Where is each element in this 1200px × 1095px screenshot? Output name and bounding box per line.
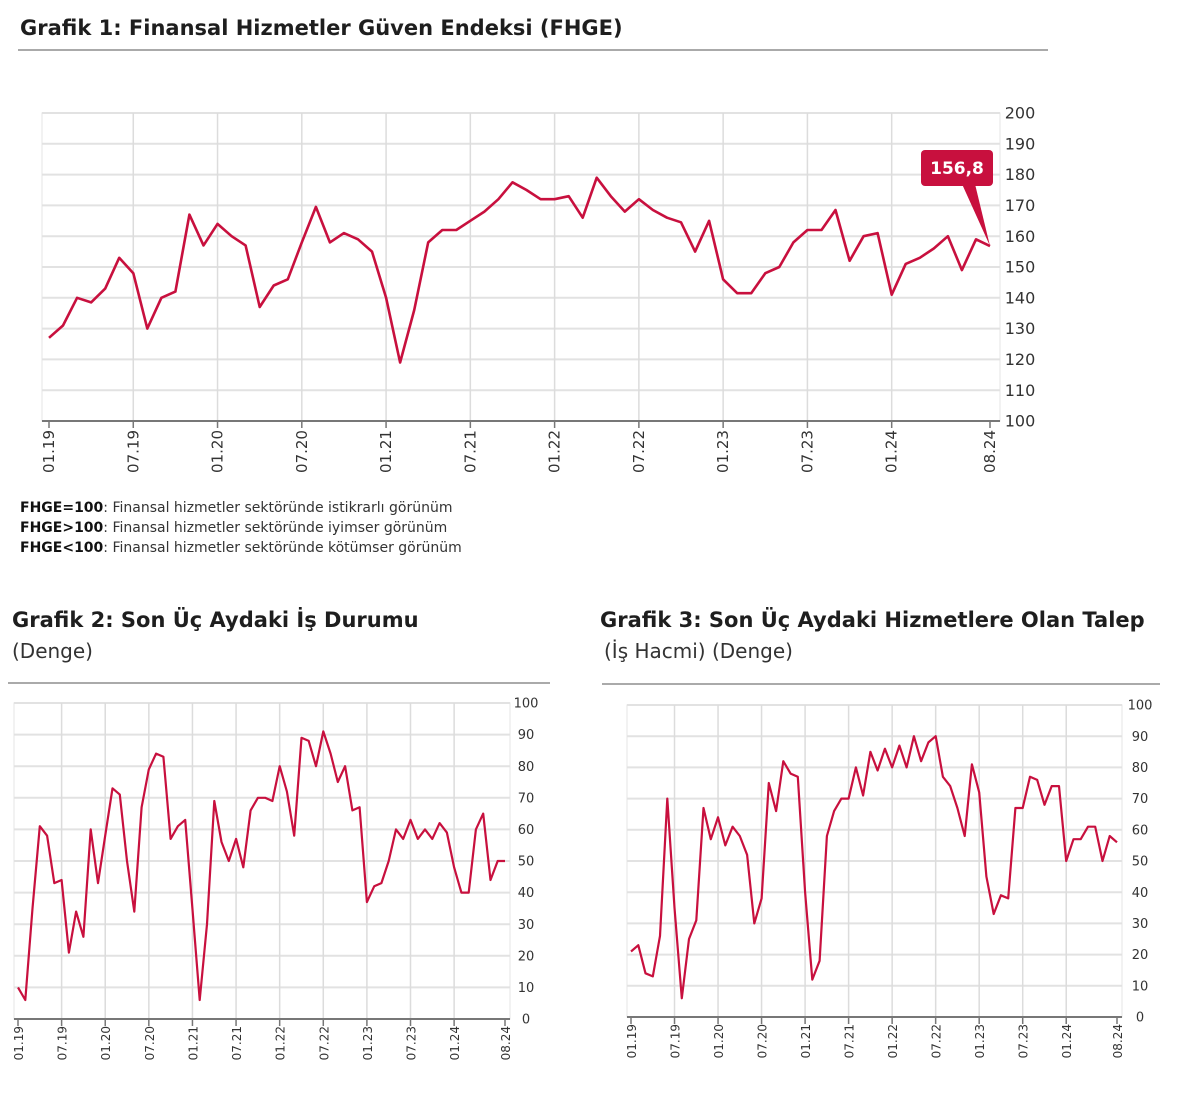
x-tick-label: 01.22: [546, 430, 564, 473]
y-tick-label: 90: [1132, 730, 1149, 745]
chart3-subtitle: (İş Hacmi) (Denge): [604, 639, 793, 663]
callout-value: 156,8: [930, 159, 984, 179]
y-tick-label: 40: [1132, 886, 1149, 901]
y-tick-label: 110: [1005, 381, 1036, 400]
x-tick-label: 01.19: [625, 1024, 639, 1058]
x-tick-label: 01.21: [186, 1026, 200, 1060]
chart3-title-rule: [602, 683, 1160, 685]
x-tick-label: 01.22: [886, 1024, 900, 1058]
x-tick-label: 07.20: [756, 1024, 770, 1058]
series-line: [630, 735, 1118, 1000]
y-tick-label: 100: [514, 697, 539, 712]
x-tick-label: 07.23: [405, 1026, 419, 1060]
x-tick-label: 01.23: [973, 1024, 987, 1058]
chart1-title-rule: [18, 49, 1048, 51]
series-line: [17, 730, 505, 1002]
x-tick-label: 01.23: [361, 1026, 375, 1060]
y-tick-label: 10: [1132, 979, 1149, 994]
y-tick-label: 10: [518, 981, 535, 996]
y-tick-label: 70: [1132, 792, 1149, 807]
y-tick-label: 80: [518, 760, 535, 775]
x-tick-label: 07.19: [669, 1024, 683, 1058]
chart-2: 0 10 20 30 40 50 60 70 80 90 100 01.19 07.19 01.20 07.…: [12, 697, 538, 1061]
y-tick-label: 200: [1005, 104, 1036, 123]
x-tick-label: 07.21: [230, 1026, 244, 1060]
y-tick-label: 80: [1132, 761, 1149, 776]
x-tick-label: 07.23: [798, 430, 816, 473]
x-tick-label: 01.22: [274, 1026, 288, 1060]
note-text: : Finansal hizmetler sektöründe istikrar…: [103, 500, 453, 516]
x-tick-label: 01.23: [714, 430, 732, 473]
x-tick-label: 01.20: [712, 1024, 726, 1058]
x-tick-label: 01.19: [40, 430, 58, 473]
y-tick-label: 20: [518, 949, 535, 964]
y-tick-label: 70: [518, 791, 535, 806]
y-tick-label: 0: [522, 1013, 530, 1028]
value-callout: 156,8: [921, 150, 993, 247]
y-tick-label: 160: [1005, 227, 1036, 246]
x-tick-label: 07.22: [930, 1024, 944, 1058]
y-tick-label: 140: [1005, 288, 1036, 307]
y-tick-label: 100: [1005, 412, 1036, 431]
y-tick-label: 170: [1005, 196, 1036, 215]
x-tick-label: 07.22: [630, 430, 648, 473]
y-tick-label: 20: [1132, 948, 1149, 963]
y-tick-label: 50: [1132, 855, 1149, 870]
series-line: [48, 176, 991, 364]
x-tick-label: 01.20: [209, 430, 227, 473]
x-tick-label: 07.19: [124, 430, 142, 473]
note-stable: FHGE=100: Finansal hizmetler sektöründe …: [20, 500, 452, 516]
y-tick-label: 190: [1005, 134, 1036, 153]
chart2-title: Grafik 2: Son Üç Aydaki İş Durumu: [12, 608, 419, 632]
callout-box: [921, 150, 993, 186]
x-tick-label: 07.21: [843, 1024, 857, 1058]
callout-pointer: [962, 184, 990, 247]
chart3-title: Grafik 3: Son Üç Aydaki Hizmetlere Olan …: [600, 608, 1145, 632]
y-tick-label: 30: [1132, 917, 1149, 932]
chart2-subtitle: (Denge): [12, 639, 93, 663]
y-tick-label: 50: [518, 855, 535, 870]
note-optimistic: FHGE>100: Finansal hizmetler sektöründe …: [20, 520, 447, 536]
chart2-title-rule: [8, 682, 550, 684]
y-tick-label: 100: [1128, 699, 1153, 714]
x-tick-label: 01.21: [377, 430, 395, 473]
note-text: : Finansal hizmetler sektöründe iyimser …: [103, 520, 448, 536]
chart-3: 0 10 20 30 40 50 60 70 80 90 100 01.19 07.19 01.20 07.…: [625, 699, 1152, 1059]
note-text: : Finansal hizmetler sektöründe kötümser…: [103, 540, 462, 556]
chart1-title: Grafik 1: Finansal Hizmetler Güven Endek…: [20, 16, 623, 40]
y-tick-label: 60: [1132, 823, 1149, 838]
y-tick-label: 130: [1005, 319, 1036, 338]
x-tick-label: 07.21: [461, 430, 479, 473]
note-key: FHGE<100: [20, 540, 104, 556]
x-tick-label: 07.20: [143, 1026, 157, 1060]
x-tick-label: 07.22: [317, 1026, 331, 1060]
x-tick-label: 01.20: [99, 1026, 113, 1060]
y-tick-label: 150: [1005, 258, 1036, 277]
y-tick-label: 180: [1005, 165, 1036, 184]
x-tick-label: 08.24: [1111, 1024, 1125, 1058]
x-tick-label: 01.21: [799, 1024, 813, 1058]
note-key: FHGE>100: [20, 520, 104, 536]
x-tick-label: 07.20: [293, 430, 311, 473]
x-tick-label: 01.24: [1060, 1024, 1074, 1058]
x-tick-label: 07.23: [1017, 1024, 1031, 1058]
y-tick-label: 40: [518, 886, 535, 901]
y-tick-label: 90: [518, 728, 535, 743]
y-tick-label: 60: [518, 823, 535, 838]
note-key: FHGE=100: [20, 500, 104, 516]
x-tick-label: 08.24: [499, 1026, 513, 1060]
y-tick-label: 0: [1136, 1011, 1144, 1026]
x-tick-label: 08.24: [981, 430, 999, 473]
chart-1: 100 110 120 130 140 150 160 170 180 190 200 01.19 07…: [40, 104, 1035, 473]
x-tick-label: 07.19: [56, 1026, 70, 1060]
x-tick-label: 01.19: [12, 1026, 26, 1060]
note-pessimistic: FHGE<100: Finansal hizmetler sektöründe …: [20, 540, 462, 556]
x-tick-label: 01.24: [448, 1026, 462, 1060]
y-tick-label: 30: [518, 918, 535, 933]
y-tick-label: 120: [1005, 350, 1036, 369]
x-tick-label: 01.24: [883, 430, 901, 473]
